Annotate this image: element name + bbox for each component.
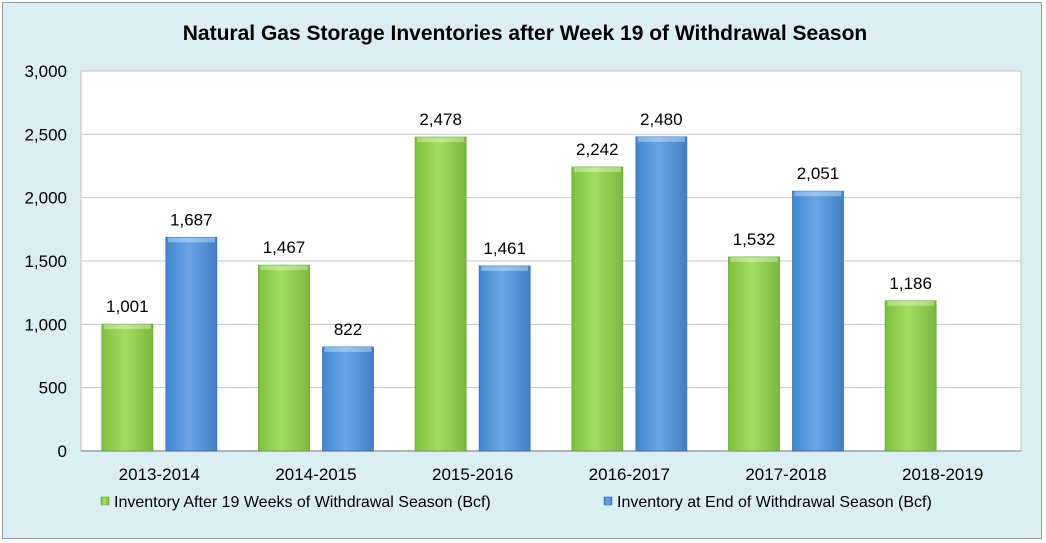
data-label: 1,467 — [263, 238, 306, 257]
legend-label-series-0: Inventory After 19 Weeks of Withdrawal S… — [114, 494, 491, 511]
y-tick-label: 2,000 — [24, 189, 67, 208]
y-tick-label: 0 — [58, 442, 67, 461]
bar — [884, 300, 937, 452]
bar — [478, 265, 531, 452]
bar-top-highlight — [103, 324, 151, 330]
bar — [728, 256, 780, 452]
x-tick-label: 2016-2017 — [589, 465, 670, 484]
chart-svg: Natural Gas Storage Inventories after We… — [24, 22, 1022, 511]
y-tick-label: 3,000 — [24, 62, 67, 81]
data-label: 2,051 — [797, 164, 840, 183]
x-tick-label: 2013-2014 — [119, 465, 200, 484]
bar-top-highlight — [730, 256, 778, 262]
bar — [414, 136, 467, 452]
y-tick-label: 1,000 — [24, 315, 67, 334]
bar — [165, 236, 218, 452]
bar-top-highlight — [573, 167, 621, 173]
chart-title: Natural Gas Storage Inventories after We… — [183, 22, 867, 45]
bars — [101, 136, 937, 452]
data-label: 1,461 — [483, 239, 526, 258]
legend: Inventory After 19 Weeks of Withdrawal S… — [100, 494, 932, 511]
x-tick-label: 2014-2015 — [275, 465, 356, 484]
gridlines — [81, 70, 1021, 452]
data-label: 2,480 — [640, 110, 683, 129]
data-label: 2,478 — [419, 110, 462, 129]
bar-top-highlight — [481, 265, 529, 271]
legend-label-series-1: Inventory at End of Withdrawal Season (B… — [617, 494, 932, 511]
bar-top-highlight — [794, 191, 842, 197]
bar — [101, 323, 154, 452]
bar — [571, 166, 624, 452]
legend-swatch-series-1 — [603, 496, 613, 506]
bar-top-highlight — [260, 265, 308, 271]
x-tick-label: 2017-2018 — [745, 465, 826, 484]
bar-top-highlight — [324, 346, 372, 352]
data-label: 1,001 — [106, 297, 149, 316]
x-tick-label: 2015-2016 — [432, 465, 513, 484]
data-label: 1,687 — [170, 210, 213, 229]
x-tick-label: 2018-2019 — [902, 465, 983, 484]
data-label: 1,532 — [733, 230, 776, 249]
bar — [322, 346, 374, 452]
y-axis-ticks: 0 500 1,000 1,500 2,000 2,500 3,000 — [24, 62, 67, 461]
data-label: 1,186 — [889, 274, 932, 293]
bar — [258, 264, 310, 452]
bar-top-highlight — [637, 136, 685, 142]
x-axis-ticks: 2013-2014 2014-2015 2015-2016 2016-2017 2017… — [119, 465, 984, 484]
bar-top-highlight — [417, 137, 465, 143]
bar — [635, 136, 688, 452]
y-tick-label: 500 — [39, 379, 67, 398]
data-labels: 1,001 1,687 1,467 822 2,478 1,461 2,242 2,480 1,… — [106, 110, 932, 339]
data-label: 822 — [334, 320, 362, 339]
data-label: 2,242 — [576, 140, 619, 159]
y-tick-label: 2,500 — [24, 125, 67, 144]
legend-swatch-series-0 — [100, 496, 110, 506]
bar-top-highlight — [167, 237, 215, 243]
y-tick-label: 1,500 — [24, 252, 67, 271]
bar — [792, 190, 844, 452]
bar-top-highlight — [887, 300, 935, 306]
